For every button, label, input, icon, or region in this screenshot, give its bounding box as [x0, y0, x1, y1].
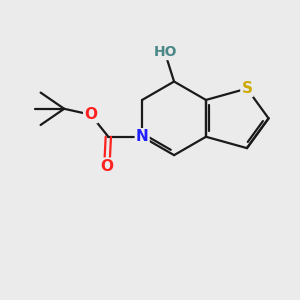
Text: S: S	[242, 81, 252, 96]
Text: N: N	[136, 129, 148, 144]
Text: HO: HO	[154, 45, 177, 59]
Text: O: O	[84, 107, 97, 122]
Text: O: O	[100, 159, 113, 174]
